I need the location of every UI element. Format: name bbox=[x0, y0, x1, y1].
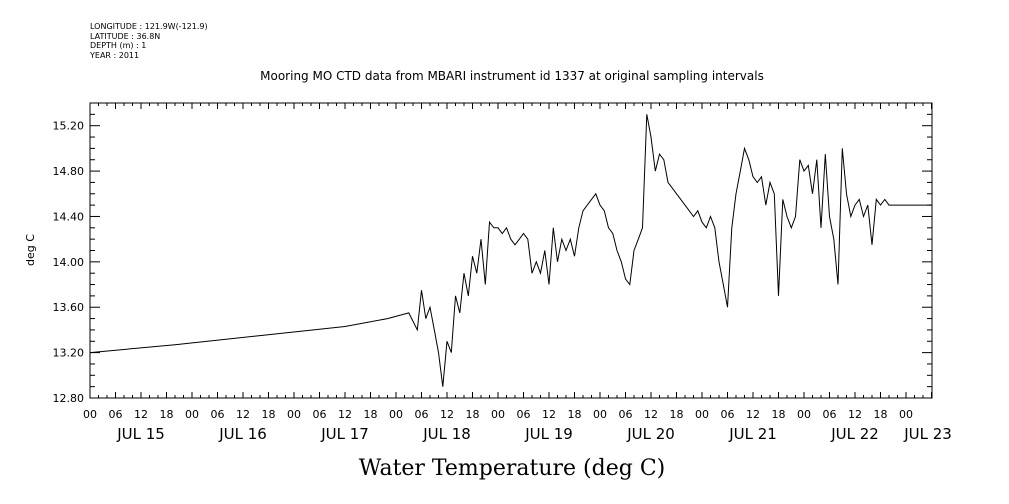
x-tick-label: 12 bbox=[134, 408, 148, 421]
x-tick-label: 18 bbox=[568, 408, 582, 421]
x-tick-label: 18 bbox=[160, 408, 174, 421]
x-tick-label: 06 bbox=[211, 408, 225, 421]
x-tick-label: 06 bbox=[313, 408, 327, 421]
x-tick-label: 18 bbox=[874, 408, 888, 421]
x-axis-label: Water Temperature (deg C) bbox=[359, 456, 666, 481]
x-tick-label: 06 bbox=[415, 408, 429, 421]
x-day-label: JUL 17 bbox=[320, 425, 369, 443]
x-tick-label: 18 bbox=[466, 408, 480, 421]
x-tick-label: 12 bbox=[440, 408, 454, 421]
depth-text: DEPTH (m) : 1 bbox=[90, 41, 147, 50]
x-tick-label: 00 bbox=[899, 408, 913, 421]
y-axis-label: deg C bbox=[24, 234, 37, 266]
y-tick-label: 15.20 bbox=[53, 120, 85, 133]
x-tick-label: 18 bbox=[262, 408, 276, 421]
y-tick-label: 14.40 bbox=[53, 210, 85, 223]
x-day-label: JUL 19 bbox=[524, 425, 573, 443]
x-tick-label: 06 bbox=[823, 408, 837, 421]
x-day-label: JUL 15 bbox=[116, 425, 165, 443]
x-tick-label: 00 bbox=[695, 408, 709, 421]
x-day-label: JUL 18 bbox=[422, 425, 471, 443]
y-tick-label: 12.80 bbox=[53, 392, 85, 405]
x-tick-label: 12 bbox=[338, 408, 352, 421]
x-tick-label: 18 bbox=[364, 408, 378, 421]
x-tick-label: 12 bbox=[236, 408, 250, 421]
y-tick-labels: 12.80 13.20 13.60 14.00 14.40 14.80 15.20 bbox=[53, 120, 85, 405]
longitude-text: LONGITUDE : 121.9W(-121.9) bbox=[90, 22, 208, 31]
x-tick-labels: 00 06 12 18 00 06 12 18 00 06 12 18 00 06 12 18 00 06 12 18… bbox=[83, 408, 913, 421]
x-tick-label: 12 bbox=[848, 408, 862, 421]
plot-frame bbox=[89, 102, 933, 399]
chart-title: Mooring MO CTD data from MBARI instrumen… bbox=[260, 69, 764, 83]
x-tick-label: 12 bbox=[542, 408, 556, 421]
x-day-label: JUL 22 bbox=[830, 425, 879, 443]
x-tick-label: 06 bbox=[517, 408, 531, 421]
x-tick-label: 00 bbox=[83, 408, 97, 421]
latitude-text: LATITUDE : 36.8N bbox=[90, 31, 161, 41]
water-temperature-line bbox=[89, 114, 932, 387]
x-tick-label: 12 bbox=[644, 408, 658, 421]
y-tick-label: 13.20 bbox=[53, 347, 85, 360]
x-tick-label: 00 bbox=[797, 408, 811, 421]
x-tick-label: 12 bbox=[746, 408, 760, 421]
y-tick-label: 14.00 bbox=[53, 256, 85, 269]
x-day-label: JUL 20 bbox=[626, 425, 675, 443]
x-tick-label: 00 bbox=[389, 408, 403, 421]
x-day-labels: JUL 15 JUL 16 JUL 17 JUL 18 JUL 19 JUL 20 JUL … bbox=[116, 425, 952, 443]
x-tick-label: 18 bbox=[772, 408, 786, 421]
x-day-label: JUL 21 bbox=[728, 425, 777, 443]
x-tick-label: 06 bbox=[721, 408, 735, 421]
x-tick-label: 18 bbox=[670, 408, 684, 421]
y-tick-label: 14.80 bbox=[53, 165, 85, 178]
year-text: YEAR : 2011 bbox=[90, 50, 140, 60]
x-tick-label: 00 bbox=[185, 408, 199, 421]
x-tick-label: 00 bbox=[491, 408, 505, 421]
x-day-label: JUL 16 bbox=[218, 425, 267, 443]
y-tick-label: 13.60 bbox=[53, 301, 85, 314]
metadata-block: LONGITUDE : 121.9W(-121.9) LATITUDE : 36.… bbox=[90, 22, 208, 60]
x-tick-label: 06 bbox=[109, 408, 123, 421]
x-day-label: JUL 23 bbox=[903, 425, 952, 443]
x-tick-label: 00 bbox=[593, 408, 607, 421]
x-tick-label: 00 bbox=[287, 408, 301, 421]
x-tick-label: 06 bbox=[619, 408, 633, 421]
tick-marks bbox=[89, 102, 932, 399]
